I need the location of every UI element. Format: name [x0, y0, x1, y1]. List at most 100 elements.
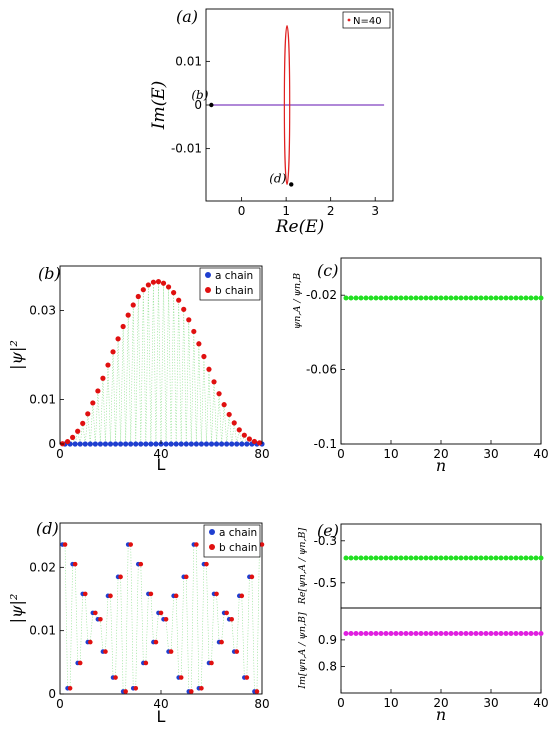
ratio-point: [513, 295, 519, 301]
b-chain-point: [209, 660, 214, 666]
b-chain-point: [178, 675, 184, 680]
real-ratio-point: [458, 555, 464, 561]
x-tick-label: 80: [254, 697, 269, 711]
y-tick-label: -0.1: [314, 437, 337, 451]
b-chain-point: [254, 689, 260, 694]
b-chain-point: [163, 616, 169, 622]
b-chain-point: [241, 432, 247, 438]
a-chain-point: [163, 441, 169, 447]
imag-ratio-point: [523, 631, 529, 636]
real-ratio-point: [398, 555, 404, 561]
b-chain-point: [143, 660, 149, 666]
a-chain-point: [188, 441, 194, 447]
ratio-point: [373, 295, 379, 301]
panel-label-e: (e): [317, 521, 339, 540]
panel-label-d: (d): [36, 519, 59, 538]
ratio-point: [533, 295, 539, 301]
a-chain-point: [173, 441, 179, 447]
ratio-point: [493, 295, 499, 301]
b-chain-point: [168, 649, 174, 654]
b-chain-point: [219, 639, 224, 645]
legend-marker: [347, 18, 351, 22]
x-axis-label: L: [157, 455, 166, 474]
real-ratio-point: [498, 555, 504, 561]
real-ratio-point: [483, 555, 489, 561]
a-chain-point: [219, 441, 225, 447]
y-axis-label: Im(E): [149, 81, 169, 131]
a-chain-point: [112, 441, 119, 447]
ratio-point: [508, 295, 514, 301]
b-chain-point: [95, 388, 101, 394]
b-chain-point: [186, 317, 192, 323]
b-chain-point: [244, 675, 250, 680]
b-chain-point: [125, 312, 131, 318]
real-ratio-point: [528, 555, 534, 561]
imag-ratio-point: [368, 631, 374, 636]
y-tick-label: 0.02: [29, 560, 56, 574]
real-ratio-point: [373, 555, 379, 561]
b-chain-point: [145, 282, 151, 288]
imag-ratio-point: [393, 631, 399, 636]
b-chain-point: [70, 434, 76, 440]
ratio-point: [538, 295, 544, 301]
legend-marker: [205, 272, 211, 278]
real-ratio-point: [423, 555, 429, 561]
b-chain-point: [110, 349, 116, 355]
y-tick-label: -0.01: [171, 142, 202, 156]
ratio-point: [473, 295, 479, 301]
b-chain-point: [118, 574, 123, 580]
ratio-point: [363, 295, 369, 301]
b-chain-point: [67, 686, 73, 691]
x-axis-label: L: [157, 707, 166, 726]
y-axis-label: |ψ|²: [7, 594, 26, 624]
a-chain-point: [168, 441, 174, 447]
ratio-point: [463, 295, 469, 301]
imag-ratio-point: [388, 631, 394, 636]
y-axis-label: Re[ψn,A / ψn,B]: [297, 527, 308, 605]
ratio-point: [428, 295, 434, 301]
b-chain-point: [160, 280, 167, 286]
ratio-point: [393, 295, 399, 301]
ratio-point: [483, 295, 489, 301]
imag-ratio-point: [408, 631, 414, 636]
imag-ratio-point: [468, 631, 474, 636]
legend-marker: [209, 544, 215, 550]
b-chain-point: [90, 400, 96, 406]
b-chain-point: [231, 420, 237, 426]
ratio-point: [453, 295, 459, 301]
b-chain-point: [236, 427, 242, 433]
b-chain-point: [105, 362, 111, 368]
imag-ratio-point: [518, 631, 524, 636]
x-tick-label: 20: [433, 447, 448, 461]
legend-entry: b chain: [215, 285, 253, 297]
imag-ratio-point: [343, 631, 349, 636]
annotation-b: (b): [191, 88, 208, 102]
ratio-point: [388, 295, 394, 301]
real-ratio-point: [353, 555, 359, 561]
ratio-point: [353, 295, 359, 301]
imag-ratio-point: [373, 631, 379, 636]
a-chain-point: [178, 441, 184, 447]
real-ratio-point: [408, 555, 414, 561]
imag-ratio-point: [478, 631, 484, 636]
y-axis-label: Im[ψn,A / ψn,B]: [297, 612, 308, 690]
ratio-point: [438, 295, 444, 301]
b-chain-point: [62, 542, 68, 547]
real-ratio-point: [443, 555, 449, 561]
y-axis-label: |ψ|²: [7, 340, 26, 370]
imag-ratio-point: [473, 631, 479, 636]
ratio-point: [468, 295, 474, 301]
imag-ratio-point: [413, 631, 419, 636]
ratio-point: [523, 295, 529, 301]
a-chain-point: [133, 441, 139, 447]
legend-entry: b chain: [219, 542, 257, 554]
x-tick-label: 0: [337, 447, 345, 461]
b-chain-point: [108, 593, 113, 599]
b-chain-point: [234, 649, 240, 654]
b-chain-point: [88, 639, 93, 645]
imag-ratio-point: [453, 631, 459, 636]
b-chain-point: [85, 411, 91, 417]
imag-ratio-point: [483, 631, 489, 636]
b-chain-point: [206, 366, 212, 372]
